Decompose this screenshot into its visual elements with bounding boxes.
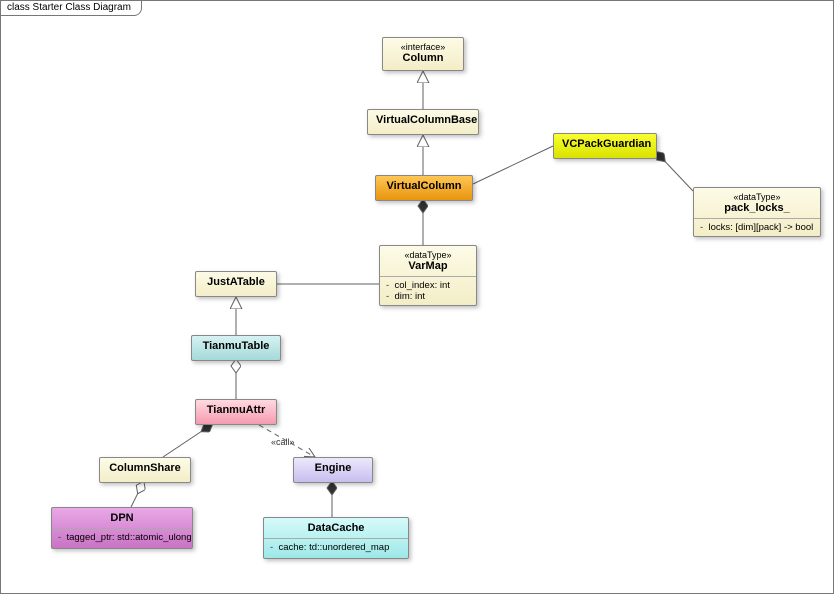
node-body: - cache: td::unordered_map [264, 539, 408, 556]
node-header: VirtualColumnBase [368, 110, 478, 130]
node-column[interactable]: «interface»Column [382, 37, 464, 71]
node-name-label: VarMap [408, 260, 447, 272]
node-vcPackGuardian[interactable]: VCPackGuardian [553, 133, 657, 159]
node-name-label: Column [403, 52, 444, 64]
edge-assoc [473, 146, 553, 184]
node-body: - tagged_ptr: std::atomic_ulong [52, 529, 192, 546]
edge-aggregation [131, 483, 143, 507]
node-header: Engine [294, 458, 372, 478]
node-tianmuTable[interactable]: TianmuTable [191, 335, 281, 361]
node-name-label: VCPackGuardian [562, 138, 651, 150]
node-columnShare[interactable]: ColumnShare [99, 457, 191, 483]
node-header: VirtualColumn [376, 176, 472, 196]
attribute-line: - cache: td::unordered_map [270, 542, 402, 553]
diagram-title: class Starter Class Diagram [0, 0, 142, 16]
node-name-label: TianmuAttr [207, 404, 265, 416]
node-name-label: DataCache [308, 522, 365, 534]
diagram-canvas: class Starter Class Diagram «call» «inte… [0, 0, 834, 594]
node-header: DPN [52, 508, 192, 529]
node-tianmuAttr[interactable]: TianmuAttr [195, 399, 277, 425]
node-header: «interface»Column [383, 38, 463, 68]
node-header: ColumnShare [100, 458, 190, 478]
node-virtualColumnBase[interactable]: VirtualColumnBase [367, 109, 479, 135]
edge-composition [163, 425, 211, 457]
attribute-line: - dim: int [386, 291, 470, 302]
node-engine[interactable]: Engine [293, 457, 373, 483]
node-name-label: TianmuTable [203, 340, 270, 352]
node-header: «dataType»pack_locks_ [694, 188, 820, 219]
node-body: - locks: [dim][pack] -> bool [694, 219, 820, 236]
node-virtualColumn[interactable]: VirtualColumn [375, 175, 473, 201]
node-name-label: ColumnShare [109, 462, 181, 474]
edge-composition [657, 153, 693, 191]
node-header: «dataType»VarMap [380, 246, 476, 277]
node-justATable[interactable]: JustATable [195, 271, 277, 297]
node-name-label: pack_locks_ [724, 202, 789, 214]
node-varMap[interactable]: «dataType»VarMap- col_index: int- dim: i… [379, 245, 477, 306]
node-header: JustATable [196, 272, 276, 292]
node-packLocks[interactable]: «dataType»pack_locks_ - locks: [dim][pack… [693, 187, 821, 237]
node-name-label: JustATable [207, 276, 265, 288]
node-header: TianmuTable [192, 336, 280, 356]
diagram-title-text: class Starter Class Diagram [7, 2, 131, 13]
node-header: VCPackGuardian [554, 134, 656, 154]
stereotype-label: «dataType» [388, 250, 468, 260]
attribute-line: - tagged_ptr: std::atomic_ulong [58, 532, 186, 543]
attribute-line: - col_index: int [386, 280, 470, 291]
node-dpn[interactable]: DPN- tagged_ptr: std::atomic_ulong [51, 507, 193, 549]
attribute-line: - locks: [dim][pack] -> bool [700, 222, 814, 233]
node-name-label: VirtualColumn [387, 180, 462, 192]
node-name-label: DPN [110, 512, 133, 524]
node-header: DataCache [264, 518, 408, 539]
node-dataCache[interactable]: DataCache- cache: td::unordered_map [263, 517, 409, 559]
stereotype-label: «interface» [391, 42, 455, 52]
edge-dependency [259, 425, 315, 457]
node-name-label: VirtualColumnBase [376, 114, 477, 126]
stereotype-label: «dataType» [702, 192, 812, 202]
node-body: - col_index: int- dim: int [380, 277, 476, 305]
edge-label: «call» [271, 437, 295, 447]
node-header: TianmuAttr [196, 400, 276, 420]
node-name-label: Engine [315, 462, 352, 474]
